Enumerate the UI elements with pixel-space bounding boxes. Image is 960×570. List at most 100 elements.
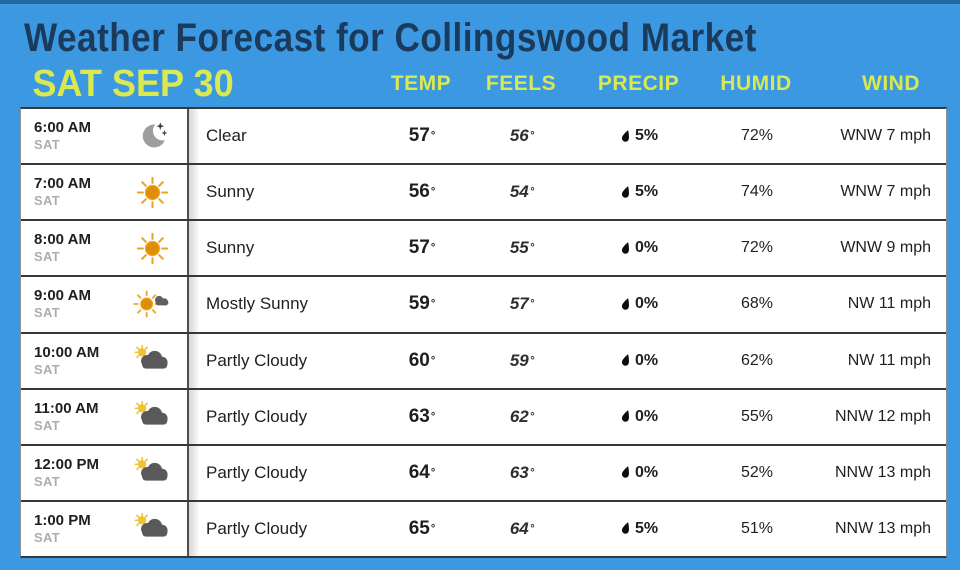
forecast-row: 8:00 AM SAT Sunny 57 ° 55 ° 0% 72% WNW 9 m…: [21, 221, 946, 278]
time-label: 10:00 AM: [34, 343, 100, 361]
day-label: SAT: [34, 137, 60, 153]
precip-number: 0%: [634, 295, 659, 313]
humidity-value: 72%: [740, 239, 774, 257]
precip-number: 5%: [634, 183, 659, 201]
raindrop-icon: [621, 409, 631, 424]
precip-value: 0%: [577, 239, 702, 257]
wind-value: NW 11 mph: [847, 295, 931, 313]
temp-number: 56: [408, 181, 430, 203]
feels-value: 55 °: [509, 238, 535, 258]
time-cell: 6:00 AM SAT: [21, 119, 117, 153]
wind-value: NNW 12 mph: [834, 407, 931, 425]
precip-value: 0%: [577, 352, 702, 370]
raindrop-icon: [621, 353, 631, 368]
time-label: 7:00 AM: [34, 175, 91, 193]
forecast-row: 1:00 PM SAT Partly Cloudy 65 ° 64 ° 5% 51%…: [21, 501, 946, 556]
partly-cloudy-icon: [117, 513, 187, 544]
feels-value: 54 °: [509, 182, 535, 202]
time-cell: 9:00 AM SAT: [21, 287, 117, 321]
precip-number: 5%: [634, 127, 659, 145]
feels-number: 64: [509, 518, 529, 538]
time-label: 9:00 AM: [34, 287, 91, 305]
condition-label: Partly Cloudy: [187, 501, 377, 556]
time-label: 12:00 PM: [34, 455, 100, 473]
forecast-row: 10:00 AM SAT Partly Cloudy 60 ° 59 ° 0% 62…: [21, 333, 946, 390]
time-cell: 10:00 AM SAT: [21, 344, 117, 378]
humidity-value: 52%: [740, 463, 774, 481]
time-cell: 8:00 AM SAT: [21, 231, 117, 265]
wind-value: WNW 7 mph: [840, 183, 931, 201]
temp-number: 59: [408, 293, 430, 315]
humidity-value: 72%: [740, 127, 774, 145]
temp-number: 65: [408, 517, 430, 539]
day-label: SAT: [34, 529, 60, 545]
precip-number: 0%: [634, 239, 659, 257]
day-label: SAT: [34, 417, 60, 433]
raindrop-icon: [621, 185, 631, 200]
sunny-icon: [117, 232, 187, 265]
condition-label: Sunny: [187, 221, 377, 276]
time-cell: 7:00 AM SAT: [21, 175, 117, 209]
day-label: SAT: [34, 193, 60, 209]
humidity-value: 51%: [740, 519, 774, 537]
partly-cloudy-icon: [117, 345, 187, 376]
time-label: 1:00 PM: [34, 511, 91, 529]
temp-value: 56 °: [408, 181, 436, 203]
time-cell: 12:00 PM SAT: [21, 456, 117, 490]
condition-label: Clear: [187, 109, 377, 164]
precip-value: 5%: [577, 183, 702, 201]
time-cell: 1:00 PM SAT: [21, 512, 117, 546]
precip-value: 0%: [577, 295, 702, 313]
temp-value: 65 °: [408, 517, 436, 539]
partly-cloudy-icon: [117, 401, 187, 432]
wind-value: WNW 7 mph: [840, 127, 931, 145]
precip-number: 0%: [634, 463, 659, 481]
feels-number: 62: [509, 406, 529, 426]
column-header-precip: PRECIP: [597, 72, 680, 95]
feels-value: 59 °: [509, 350, 535, 370]
precip-value: 0%: [577, 464, 702, 482]
forecast-row: 9:00 AM SAT Mostly Sunny 59 ° 57 ° 0% 68% …: [21, 277, 946, 334]
condition-label: Partly Cloudy: [187, 389, 377, 444]
day-label: SAT: [34, 305, 60, 321]
raindrop-icon: [621, 521, 631, 536]
date-label: SAT SEP 30: [32, 63, 234, 105]
feels-number: 56: [509, 126, 529, 146]
feels-number: 57: [509, 294, 529, 314]
feels-value: 56 °: [509, 126, 535, 146]
time-label: 8:00 AM: [34, 231, 91, 249]
condition-label: Mostly Sunny: [187, 277, 377, 332]
raindrop-icon: [621, 129, 631, 144]
feels-value: 57 °: [509, 294, 535, 314]
wind-value: NNW 13 mph: [834, 463, 931, 481]
temp-value: 57 °: [408, 125, 436, 147]
column-header-humid: HUMID: [720, 72, 792, 95]
column-header-wind: WIND: [862, 72, 920, 95]
feels-number: 59: [509, 350, 529, 370]
temp-value: 63 °: [408, 405, 436, 427]
condition-label: Partly Cloudy: [187, 333, 377, 388]
sunny-icon: [117, 176, 187, 209]
precip-number: 5%: [634, 519, 659, 537]
raindrop-icon: [621, 465, 631, 480]
forecast-row: 7:00 AM SAT Sunny 56 ° 54 ° 5% 74% WNW 7 m…: [21, 165, 946, 222]
feels-number: 55: [509, 238, 529, 258]
time-label: 11:00 AM: [34, 399, 99, 417]
precip-value: 0%: [577, 408, 702, 426]
temp-value: 60 °: [408, 349, 436, 371]
humidity-value: 55%: [740, 407, 774, 425]
forecast-row: 11:00 AM SAT Partly Cloudy 63 ° 62 ° 0% 55…: [21, 389, 946, 446]
humidity-value: 62%: [740, 351, 774, 369]
forecast-row: 6:00 AM SAT Clear 57 ° 56 ° 5% 72% WNW 7 m…: [21, 109, 946, 166]
time-cell: 11:00 AM SAT: [21, 400, 117, 434]
temp-value: 57 °: [408, 237, 436, 259]
feels-number: 54: [509, 182, 529, 202]
temp-value: 64 °: [408, 461, 436, 483]
raindrop-icon: [621, 297, 631, 312]
temp-number: 57: [408, 237, 430, 259]
feels-value: 63 °: [509, 462, 535, 482]
table-header: SAT SEP 30 TEMP FEELS PRECIP HUMID WIND: [20, 63, 947, 105]
condition-label: Sunny: [187, 165, 377, 220]
partly-cloudy-icon: [117, 457, 187, 488]
